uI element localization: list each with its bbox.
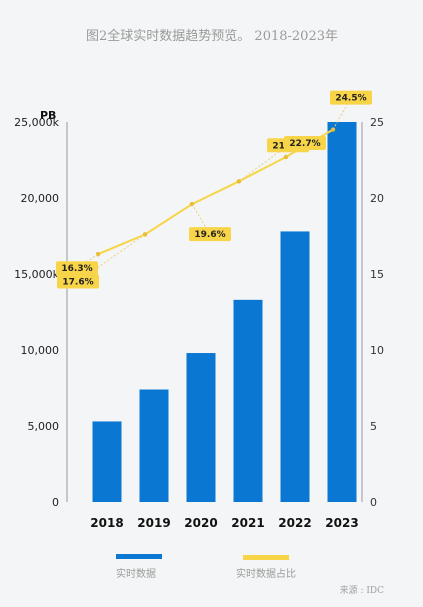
x-axis-category-label: 2022 (278, 516, 311, 530)
line-label-box (284, 135, 326, 150)
source-note: 来源 : IDC (340, 585, 385, 596)
legend-swatch-line (243, 555, 289, 560)
bar (327, 122, 357, 502)
y-axis-right-tick-label: 0 (370, 496, 377, 509)
legend: 实时数据 实时数据占比 (116, 554, 296, 580)
x-axis-category-label: 2021 (231, 516, 264, 530)
y-axis-left-tick-label: 0 (52, 496, 59, 509)
bar-series (92, 122, 357, 502)
bar (280, 231, 310, 502)
y-axis-right-tick-label: 15 (370, 268, 384, 281)
x-axis-category-label: 2020 (184, 516, 217, 530)
line-point-labels: 16.3%17.6%19.6%21.1%22.7%24.5% (56, 90, 372, 289)
y-axis-left-tick-label: 20,000 (21, 192, 60, 205)
y-axis-left-unit: PB (40, 109, 56, 122)
line-label-box (57, 274, 99, 289)
legend-swatch-bar (116, 554, 162, 559)
y-axis-left-tick-label: 15,000k (14, 268, 59, 281)
line-data-label: 17.6% (62, 277, 93, 287)
y-axis-right-tick-label: 20 (370, 192, 384, 205)
line-data-label: 16.3% (61, 264, 92, 274)
y-axis-right-tick-label: 5 (370, 420, 377, 433)
y-axis-right-ticks: 0 5 10 15 20 25 (370, 116, 384, 509)
bar (92, 421, 122, 502)
line-data-label: 24.5% (335, 94, 366, 104)
legend-label-bar: 实时数据 (116, 567, 156, 580)
chart-title: 图2全球实时数据趋势预览。 2018-2023年 (86, 28, 338, 44)
x-axis-category-labels: 2018 2019 2020 2021 2022 2023 (90, 516, 358, 530)
x-axis-category-label: 2023 (325, 516, 358, 530)
x-axis-category-label: 2018 (90, 516, 123, 530)
line-data-label: 22.7% (289, 139, 320, 149)
y-axis-left-tick-label: 25,000k (14, 116, 59, 129)
line-data-label: 19.6% (194, 230, 225, 240)
y-axis-left-tick-label: 5,000 (28, 420, 60, 433)
x-axis-category-label: 2019 (137, 516, 170, 530)
bar (233, 299, 263, 502)
line-label-leader (77, 234, 146, 282)
line-label-box (189, 227, 231, 242)
legend-label-line: 实时数据占比 (236, 567, 296, 580)
y-axis-left-ticks: 0 5,000 10,000 15,000k 20,000 25,000k (14, 116, 59, 509)
y-axis-right-tick-label: 25 (370, 116, 384, 129)
line-label-box (330, 90, 372, 105)
line-path (97, 128, 334, 256)
y-axis-left-tick-label: 10,000 (21, 344, 60, 357)
y-axis-right-tick-label: 10 (370, 344, 384, 357)
bar (139, 389, 169, 502)
bar (186, 353, 216, 502)
line-label-box (56, 261, 98, 276)
